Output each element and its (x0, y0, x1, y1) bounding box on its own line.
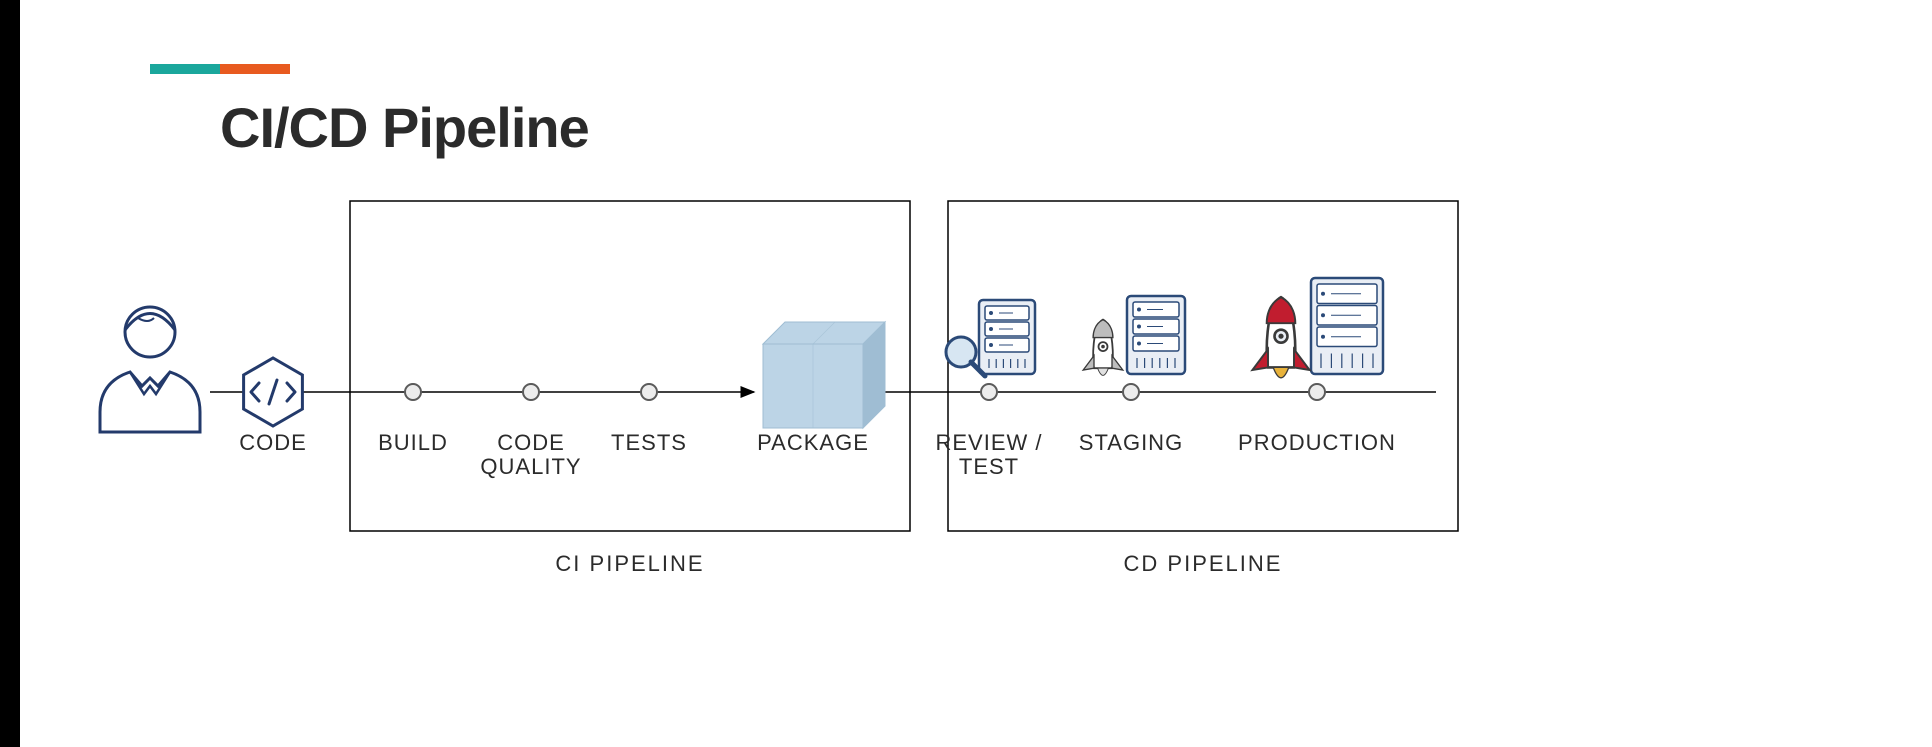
stage-label-quality: CODEQUALITY (480, 430, 581, 479)
ci-pipeline-label: CI PIPELINE (555, 551, 704, 576)
stage-label-tests: TESTS (611, 430, 687, 455)
stage-label-build: BUILD (378, 430, 448, 455)
staging-server-rocket-icon (1083, 296, 1185, 375)
stage-label-code: CODE (239, 430, 307, 455)
stage-label-production: PRODUCTION (1238, 430, 1396, 455)
stage-label-package: PACKAGE (757, 430, 869, 455)
pipeline-diagram: CI PIPELINE CD PIPELINE CODE BUILD CODEQUA… (0, 0, 1932, 747)
developer-icon (100, 307, 200, 432)
review-server-magnifier-icon (946, 300, 1035, 376)
production-server-rocket-icon (1252, 278, 1383, 378)
code-hexagon-icon (244, 358, 303, 426)
stage-label-staging: STAGING (1079, 430, 1183, 455)
page: CI/CD Pipeline CI PIPELINE CD PIPELINE C… (0, 0, 1932, 747)
package-box-icon (763, 322, 885, 428)
stage-labels: CODE BUILD CODEQUALITY TESTS PACKAGE REVIEW /… (239, 430, 1396, 479)
cd-pipeline-label: CD PIPELINE (1124, 551, 1283, 576)
stage-label-review: REVIEW /TEST (935, 430, 1042, 479)
